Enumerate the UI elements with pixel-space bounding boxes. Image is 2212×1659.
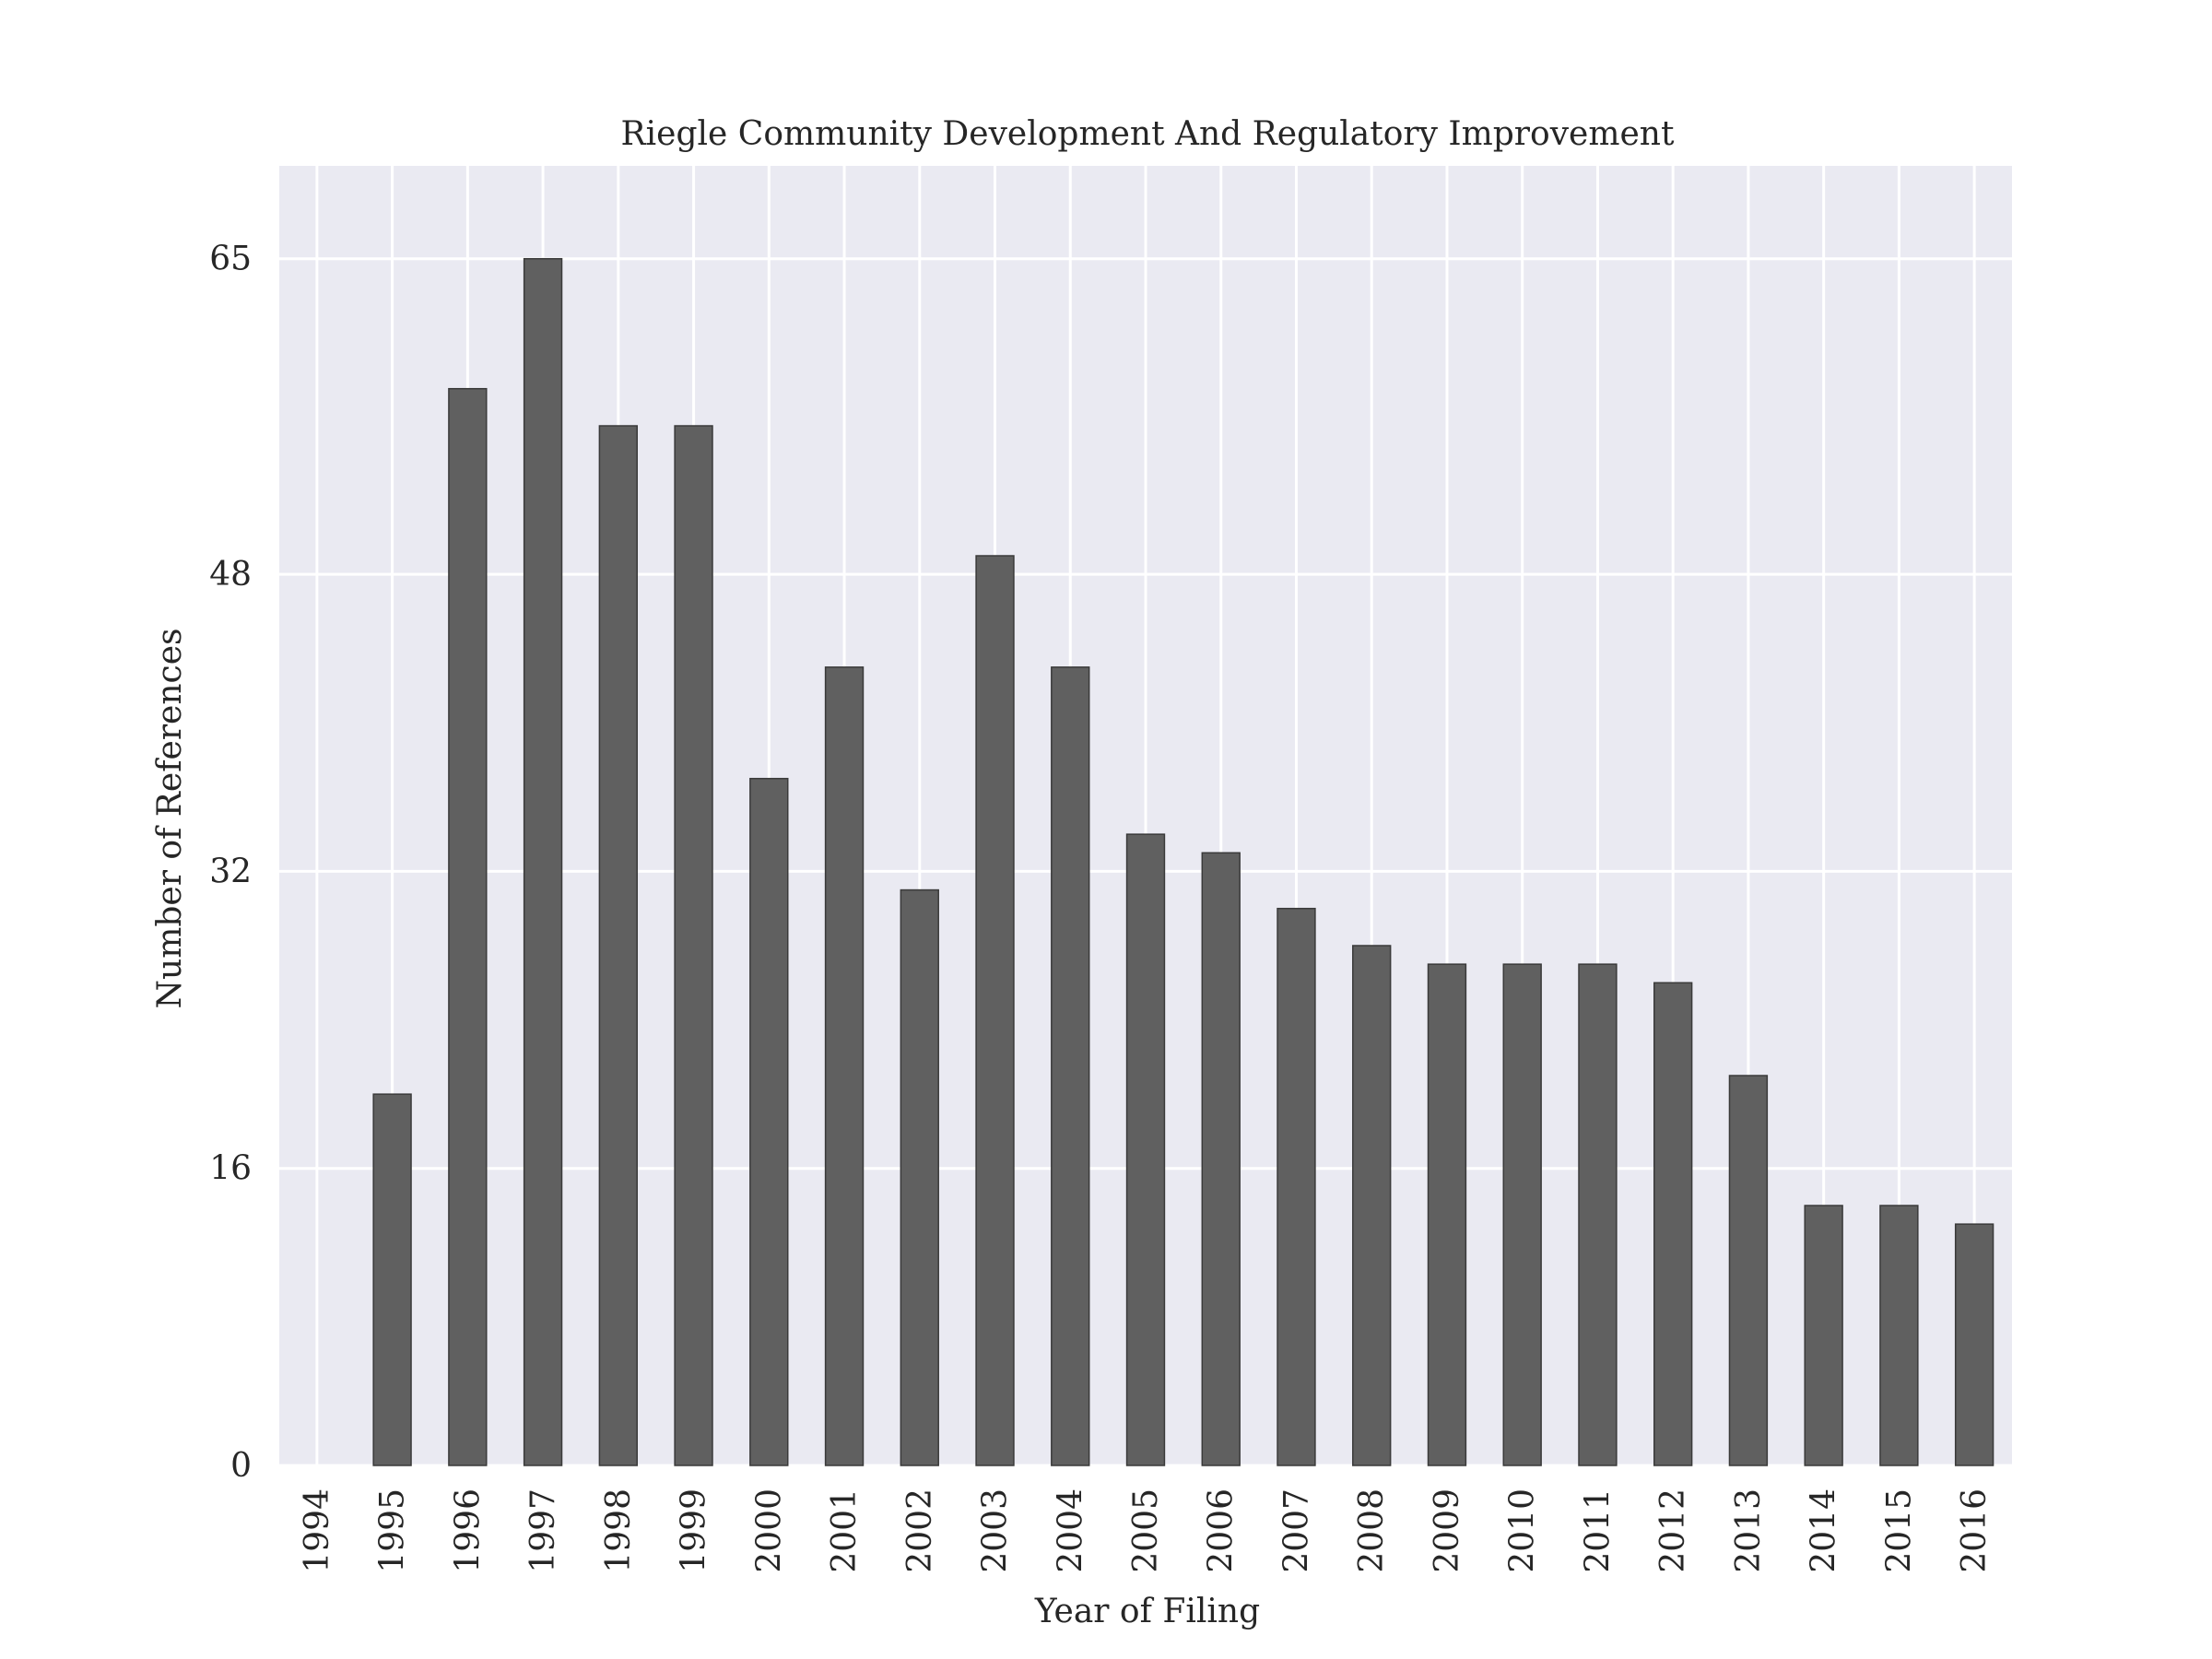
x-tick-label: 1994 xyxy=(299,1488,336,1573)
x-tick-label: 2000 xyxy=(750,1488,788,1573)
bar-2015 xyxy=(1879,1205,1919,1466)
bar-2013 xyxy=(1728,1075,1769,1466)
x-axis-label: Year of Filing xyxy=(1034,1593,1260,1630)
y-tick-labels: 0 16 32 48 65 xyxy=(209,241,252,1485)
y-tick-label: 0 xyxy=(230,1447,252,1485)
x-tick-label: 1999 xyxy=(676,1488,713,1573)
bar-2004 xyxy=(1051,666,1090,1466)
bar-2010 xyxy=(1502,963,1542,1466)
x-tick-label: 2013 xyxy=(1730,1488,1768,1573)
x-tick-label: 2008 xyxy=(1353,1488,1391,1573)
bar-1995 xyxy=(372,1093,412,1466)
bar-2014 xyxy=(1804,1205,1843,1466)
bar-1999 xyxy=(674,425,713,1466)
bars xyxy=(372,257,1994,1466)
x-tick-label: 2016 xyxy=(1956,1488,1994,1573)
x-tick-labels: 1994 1995 1996 1997 1998 1999 2000 2001 2002 2003… xyxy=(299,1488,1994,1573)
bar-2002 xyxy=(900,888,939,1466)
bar-2003 xyxy=(975,555,1015,1466)
bar-1997 xyxy=(523,257,563,1466)
x-tick-label: 1997 xyxy=(524,1488,562,1573)
bar-2000 xyxy=(749,777,789,1466)
x-tick-label: 1996 xyxy=(449,1488,487,1573)
bar-2005 xyxy=(1125,833,1166,1466)
bar-2001 xyxy=(824,666,865,1466)
x-tick-label: 1995 xyxy=(374,1488,412,1573)
x-tick-label: 2011 xyxy=(1579,1488,1617,1573)
y-tick-label: 16 xyxy=(209,1150,252,1188)
bar-1996 xyxy=(448,387,488,1466)
x-tick-label: 2007 xyxy=(1277,1488,1315,1573)
bar-2016 xyxy=(1954,1223,1994,1466)
bar-1998 xyxy=(598,425,639,1466)
x-tick-label: 2012 xyxy=(1654,1488,1692,1573)
bar-2007 xyxy=(1277,907,1316,1466)
x-tick-label: 2010 xyxy=(1504,1488,1542,1573)
bar-2009 xyxy=(1427,963,1467,1466)
x-tick-label: 2002 xyxy=(901,1488,939,1573)
x-tick-label: 1998 xyxy=(600,1488,638,1573)
bar-2011 xyxy=(1578,963,1618,1466)
y-axis-label: Number of References xyxy=(151,629,189,1009)
x-tick-label: 2005 xyxy=(1127,1488,1165,1573)
y-tick-label: 65 xyxy=(209,241,252,278)
y-tick-label: 32 xyxy=(209,853,252,890)
bar-2006 xyxy=(1201,852,1241,1466)
x-tick-label: 2015 xyxy=(1880,1488,1918,1573)
x-tick-label: 2006 xyxy=(1203,1488,1241,1573)
x-tick-label: 2003 xyxy=(977,1488,1015,1573)
x-tick-label: 2004 xyxy=(1052,1488,1089,1573)
x-tick-label: 2014 xyxy=(1806,1488,1843,1573)
bar-2012 xyxy=(1653,982,1693,1466)
x-tick-label: 2009 xyxy=(1429,1488,1466,1573)
y-tick-label: 48 xyxy=(209,556,252,594)
bar-2008 xyxy=(1352,945,1392,1466)
chart-title: Riegle Community Development And Regulat… xyxy=(621,115,1675,153)
x-tick-label: 2001 xyxy=(826,1488,864,1573)
